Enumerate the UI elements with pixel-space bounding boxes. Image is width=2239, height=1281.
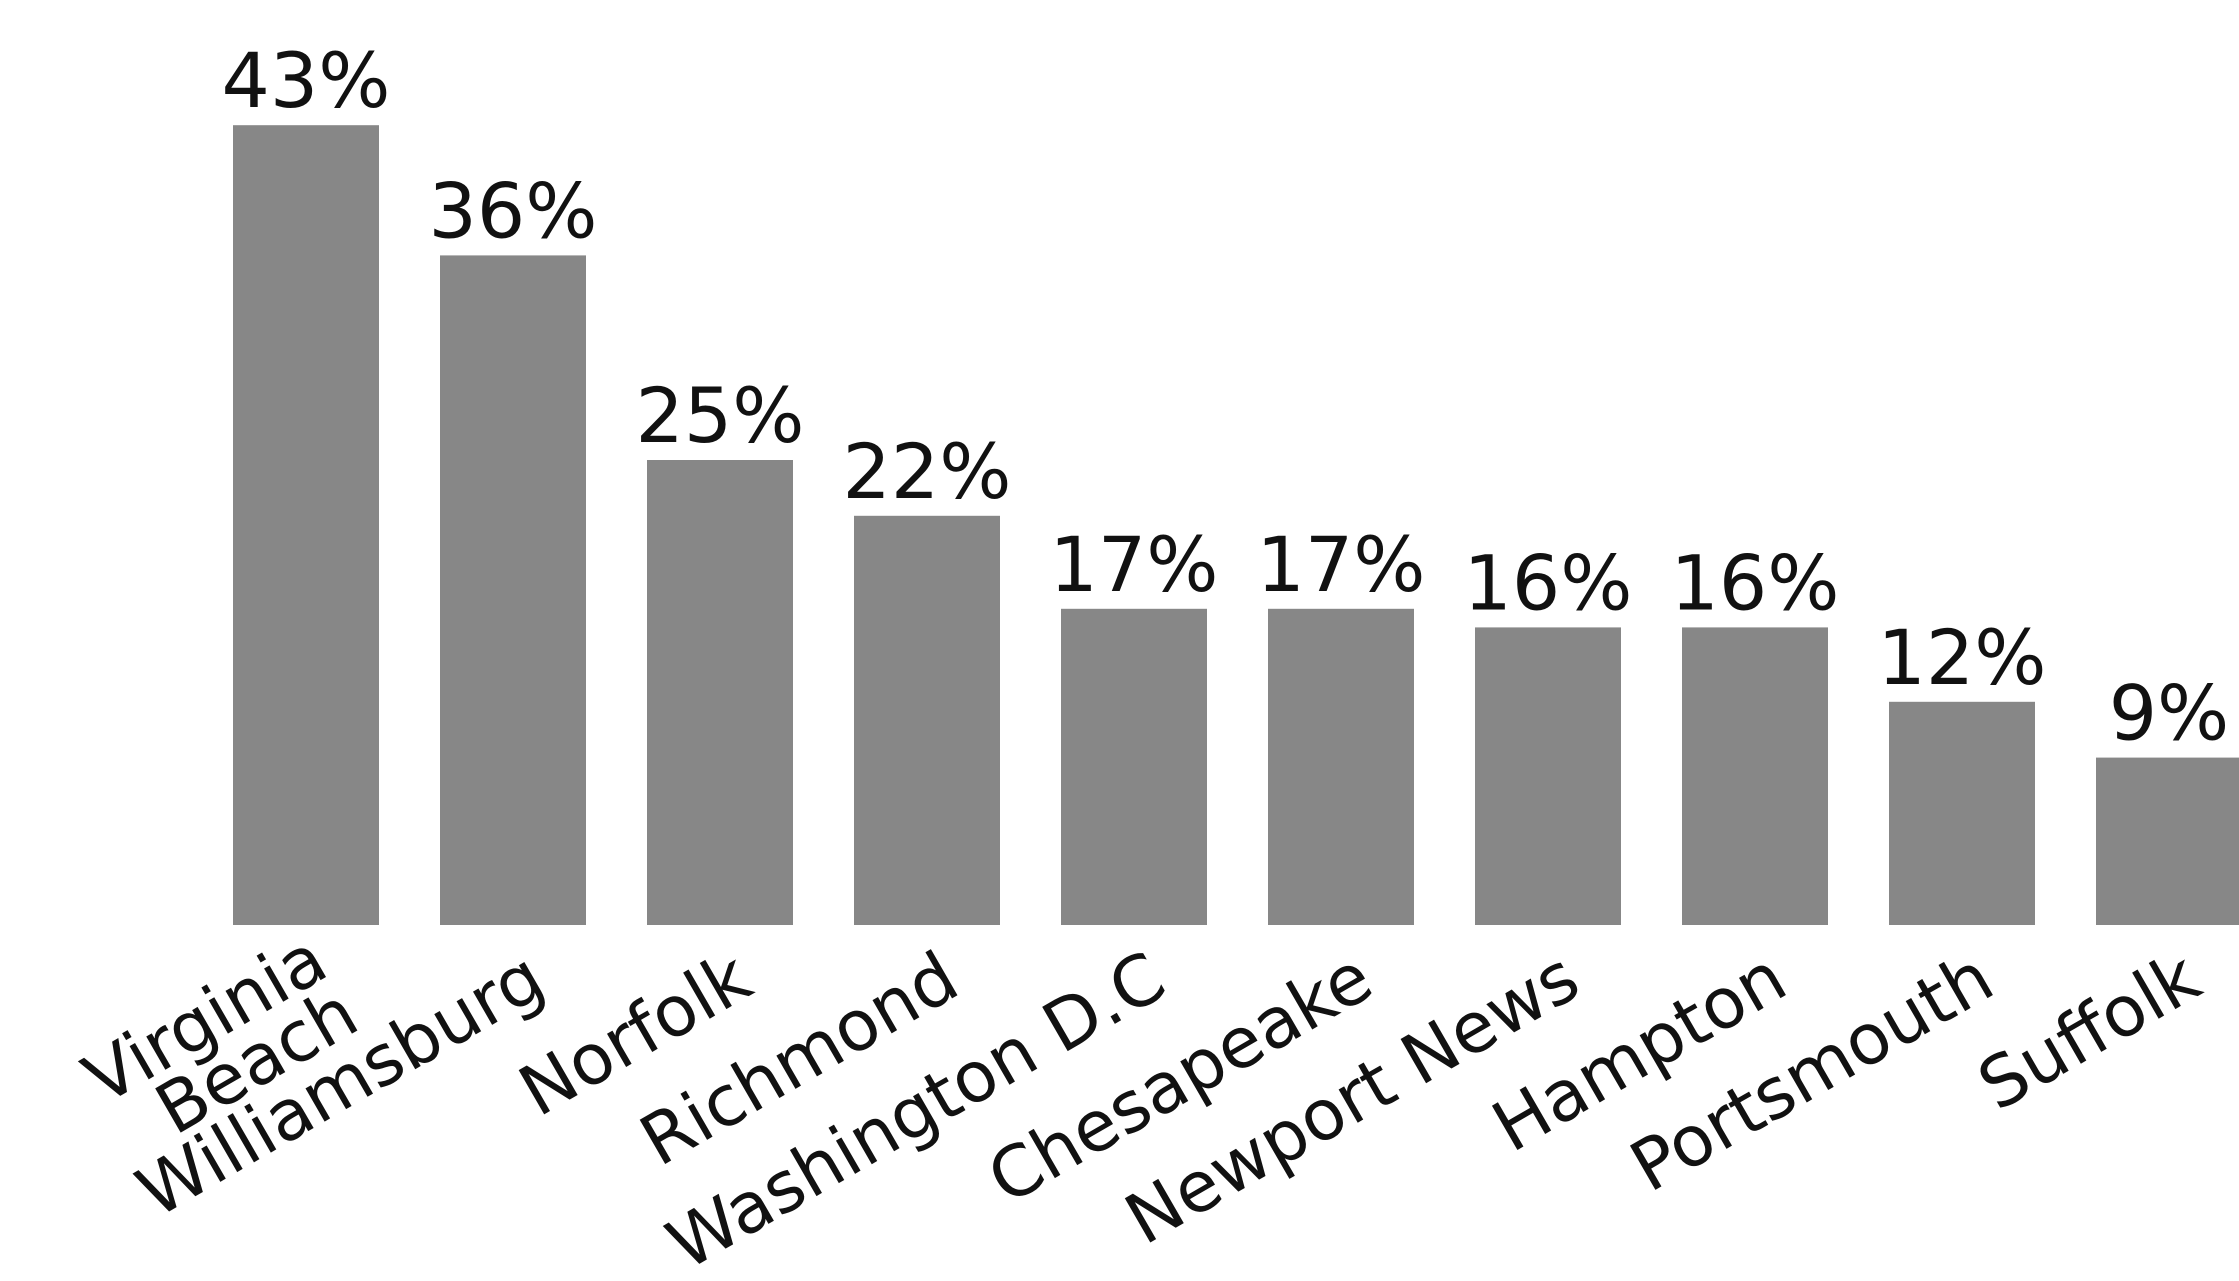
value-label: 22% <box>843 427 1012 516</box>
value-label: 25% <box>636 371 805 460</box>
value-label: 16% <box>1464 538 1633 627</box>
value-label: 17% <box>1050 520 1219 609</box>
value-label: 9% <box>2109 669 2230 758</box>
bar <box>1889 701 2035 925</box>
value-label: 17% <box>1257 520 1426 609</box>
bar <box>2096 757 2239 925</box>
x-tick-label: Suffolk <box>1965 936 2214 1127</box>
bar <box>1268 608 1414 925</box>
bar <box>647 460 793 925</box>
bar <box>1061 608 1207 925</box>
value-label: 36% <box>429 166 598 255</box>
bar <box>1682 627 1828 925</box>
value-label: 12% <box>1878 613 2047 702</box>
bar <box>1475 627 1621 925</box>
value-label: 43% <box>222 36 391 125</box>
bar <box>854 515 1000 925</box>
bar <box>233 125 379 925</box>
bar <box>440 255 586 925</box>
value-label: 16% <box>1671 538 1840 627</box>
